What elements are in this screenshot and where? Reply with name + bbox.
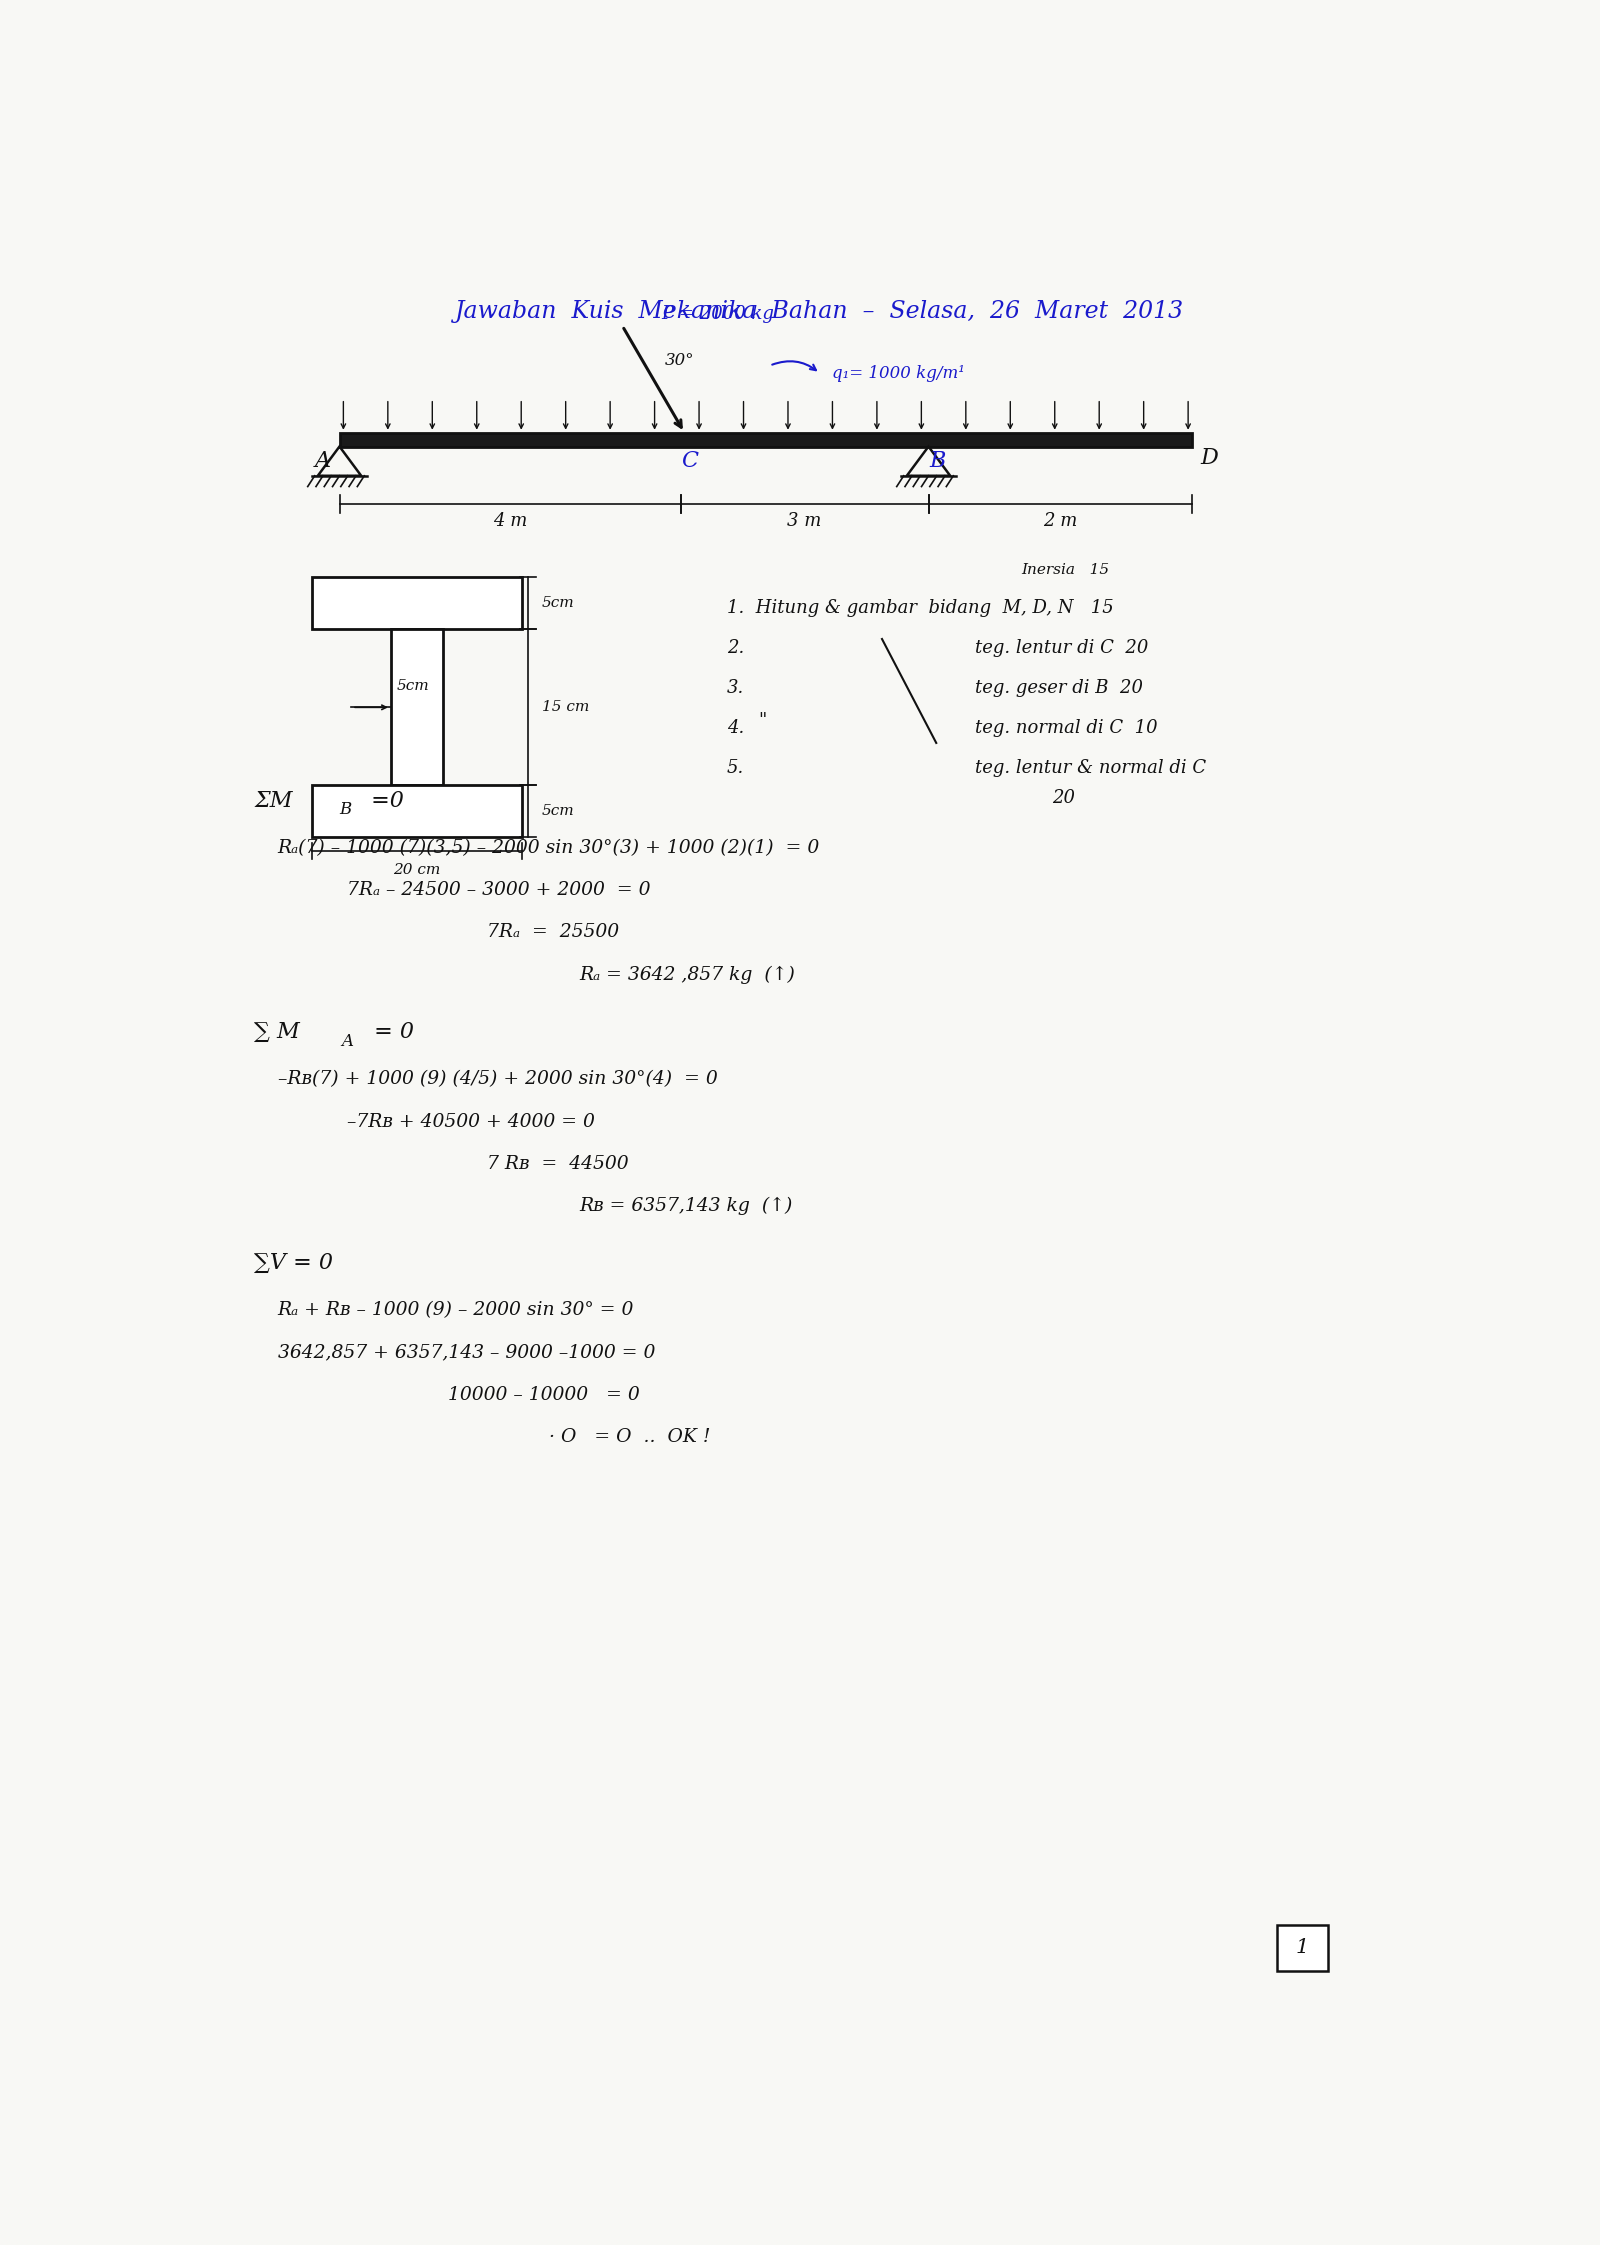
Text: 30°: 30° xyxy=(666,352,694,368)
Text: 3 m: 3 m xyxy=(787,512,822,530)
Text: P = 2000 kg: P = 2000 kg xyxy=(661,305,774,323)
Text: ∑V = 0: ∑V = 0 xyxy=(254,1253,333,1273)
Text: 1: 1 xyxy=(1296,1937,1309,1958)
Text: D: D xyxy=(1200,447,1218,469)
Text: ∑ M: ∑ M xyxy=(254,1021,301,1042)
Text: teg. geser di B  20: teg. geser di B 20 xyxy=(974,680,1142,698)
Bar xyxy=(312,786,522,837)
Text: Rₐ + Rʙ – 1000 (9) – 2000 sin 30° = 0: Rₐ + Rʙ – 1000 (9) – 2000 sin 30° = 0 xyxy=(277,1302,634,1320)
Text: 7 Rʙ  =  44500: 7 Rʙ = 44500 xyxy=(486,1154,629,1172)
Text: Inersia   15: Inersia 15 xyxy=(1021,563,1110,577)
Text: 20 cm: 20 cm xyxy=(394,864,440,878)
Text: 20: 20 xyxy=(1053,788,1075,806)
Text: = 0: = 0 xyxy=(366,1021,414,1042)
Text: ΣM: ΣM xyxy=(254,790,293,813)
Text: 2.: 2. xyxy=(726,640,744,658)
Bar xyxy=(312,577,522,629)
Text: teg. lentur di C  20: teg. lentur di C 20 xyxy=(974,640,1149,658)
Text: –7Rʙ + 40500 + 4000 = 0: –7Rʙ + 40500 + 4000 = 0 xyxy=(347,1114,595,1131)
Text: B: B xyxy=(930,451,946,471)
Text: teg. normal di C  10: teg. normal di C 10 xyxy=(974,718,1158,736)
Text: 3642,857 + 6357,143 – 9000 –1000 = 0: 3642,857 + 6357,143 – 9000 –1000 = 0 xyxy=(277,1343,654,1360)
Text: Rʙ = 6357,143 kg  (↑): Rʙ = 6357,143 kg (↑) xyxy=(579,1197,794,1215)
Text: 4 m: 4 m xyxy=(493,512,526,530)
Text: 7Rₐ – 24500 – 3000 + 2000  = 0: 7Rₐ – 24500 – 3000 + 2000 = 0 xyxy=(347,882,651,900)
Text: A: A xyxy=(341,1033,354,1048)
Text: 10000 – 10000   = 0: 10000 – 10000 = 0 xyxy=(448,1385,640,1403)
Text: A: A xyxy=(314,451,331,471)
Text: 15 cm: 15 cm xyxy=(542,700,589,714)
Text: 5.: 5. xyxy=(726,759,744,777)
Text: Jawaban  Kuis  Mekanika  Bahan  –  Selasa,  26  Maret  2013: Jawaban Kuis Mekanika Bahan – Selasa, 26… xyxy=(456,301,1184,323)
Text: 5cm: 5cm xyxy=(542,804,574,817)
Text: Rₐ(7) – 1000 (7)(3,5) – 2000 sin 30°(3) + 1000 (2)(1)  = 0: Rₐ(7) – 1000 (7)(3,5) – 2000 sin 30°(3) … xyxy=(277,840,819,858)
Bar xyxy=(339,433,1192,447)
Text: ": " xyxy=(758,712,766,730)
Text: –Rʙ(7) + 1000 (9) (4/5) + 2000 sin 30°(4)  = 0: –Rʙ(7) + 1000 (9) (4/5) + 2000 sin 30°(4… xyxy=(277,1071,717,1089)
Text: Rₐ = 3642 ,857 kg  (↑): Rₐ = 3642 ,857 kg (↑) xyxy=(579,965,795,983)
Text: 2 m: 2 m xyxy=(1043,512,1077,530)
Text: · O   = O  ..  OK !: · O = O .. OK ! xyxy=(549,1428,710,1446)
Text: teg. lentur & normal di C: teg. lentur & normal di C xyxy=(974,759,1206,777)
Text: B: B xyxy=(339,801,352,819)
Text: C: C xyxy=(682,451,698,471)
Text: q₁= 1000 kg/m¹: q₁= 1000 kg/m¹ xyxy=(832,366,965,382)
Text: 1.  Hitung & gambar  bidang  M, D, N   15: 1. Hitung & gambar bidang M, D, N 15 xyxy=(726,599,1114,617)
Text: 5cm: 5cm xyxy=(397,680,429,694)
Text: 5cm: 5cm xyxy=(542,597,574,611)
Text: 7Rₐ  =  25500: 7Rₐ = 25500 xyxy=(486,923,619,941)
Text: =0: =0 xyxy=(365,790,405,813)
Text: 3.: 3. xyxy=(726,680,744,698)
Text: 4.: 4. xyxy=(726,718,744,736)
Bar xyxy=(390,629,443,786)
Bar xyxy=(1277,1924,1328,1971)
